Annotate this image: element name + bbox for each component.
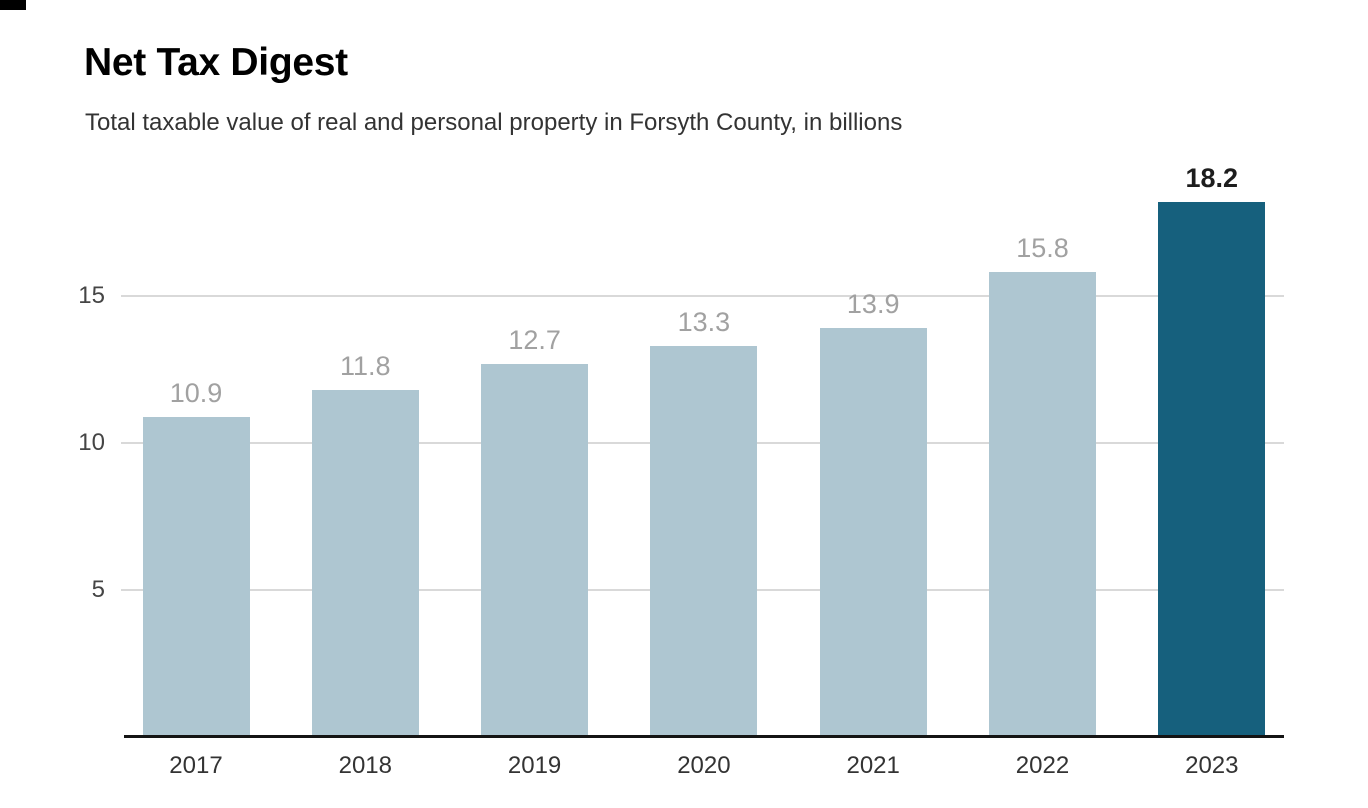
- y-axis-tick-label: 5: [91, 576, 105, 603]
- gridline-y15: [121, 295, 1284, 297]
- x-axis-label-2019: 2019: [507, 752, 562, 779]
- chart-subtitle: Total taxable value of real and personal…: [85, 109, 903, 136]
- x-axis-label-2022: 2022: [1015, 752, 1070, 779]
- chart-title: Net Tax Digest: [84, 41, 348, 84]
- x-axis-label-2017: 2017: [169, 752, 223, 779]
- bar-value-label-2017: 10.9: [169, 377, 223, 408]
- x-axis-label-2021: 2021: [846, 752, 900, 779]
- bar-value-label-2022: 15.8: [1016, 233, 1069, 264]
- x-axis-line: [124, 735, 1284, 738]
- bar-2020: [650, 345, 758, 737]
- bar-value-label-2023: 18.2: [1185, 162, 1239, 193]
- bar-value-label-2020: 13.3: [677, 306, 731, 337]
- x-axis-label-2023: 2023: [1185, 752, 1239, 779]
- bar-value-label-2018: 11.8: [340, 351, 391, 382]
- bar-value-label-2021: 13.9: [846, 289, 900, 320]
- bar-2023: [1158, 201, 1266, 737]
- bar-2018: [311, 390, 419, 737]
- x-axis-label-2018: 2018: [338, 752, 392, 779]
- bar-value-label-2019: 12.7: [508, 324, 561, 355]
- x-axis-label-2020: 2020: [677, 752, 731, 779]
- bar-2017: [142, 416, 250, 737]
- y-axis-tick-label: 10: [78, 429, 105, 456]
- bar-2021: [819, 328, 927, 737]
- window-corner-artifact: [0, 0, 26, 10]
- bar-2019: [481, 363, 589, 737]
- bar-2022: [989, 272, 1096, 737]
- y-axis-tick-label: 15: [78, 282, 105, 309]
